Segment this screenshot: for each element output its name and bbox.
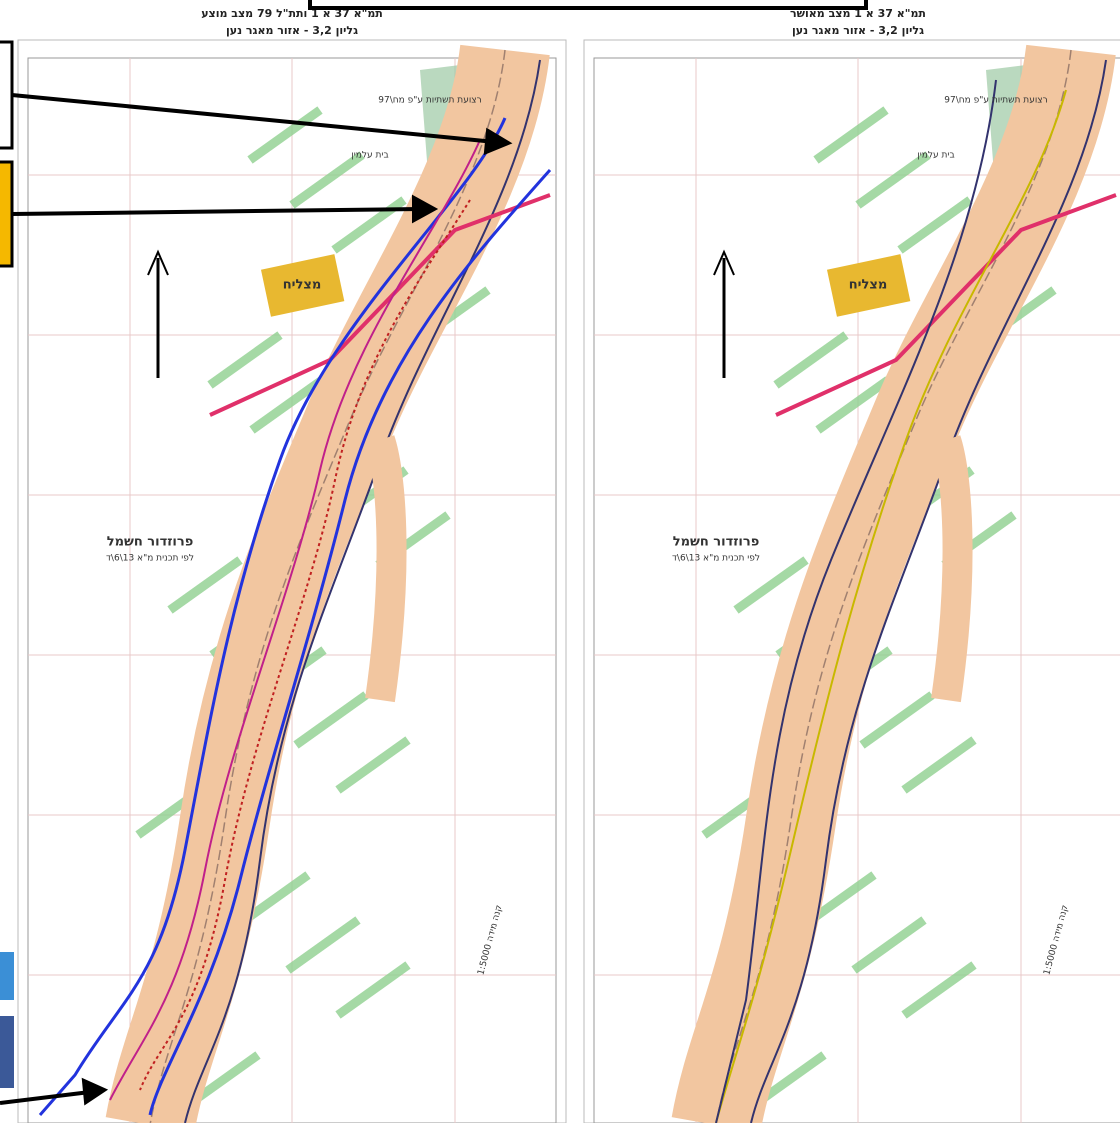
proposed-line [139, 199, 471, 1091]
approved-line [715, 79, 997, 1123]
hatch-line [901, 961, 977, 1019]
proposed-line [109, 139, 481, 1101]
hatch-line [167, 556, 243, 614]
settlement [826, 254, 911, 317]
map-panel: תמ"א 37 א 1 מצב מאושר גליון 3,2 - אזור מא… [583, 7, 1120, 1123]
hatch-line [733, 556, 809, 614]
callout-arrows [0, 93, 513, 1106]
red-road [775, 193, 1117, 417]
map-label: רצועת תשתיות ע"פ מח\97 [944, 96, 1047, 106]
arrow-head [412, 194, 439, 224]
side-tab [0, 952, 14, 1000]
callout-box [0, 160, 14, 268]
map-label: מצליח [849, 278, 888, 293]
proposed-boundary [148, 169, 552, 1116]
road [931, 435, 973, 703]
panels: תמ"א 37 א 1 ותת"ל 79 מצב מוצע גליון 3,2 -… [17, 7, 1120, 1123]
hatch-line [207, 331, 283, 389]
hatch-line [289, 151, 365, 209]
hatch-line [813, 106, 889, 164]
hatch-line [773, 331, 849, 389]
map-label: בית עלמין [351, 151, 388, 161]
hatch-line [249, 376, 325, 434]
hatch-line [335, 961, 411, 1019]
hatch-line [285, 916, 361, 974]
hatch-line [335, 736, 411, 794]
hatch-line [293, 691, 369, 749]
hatch-line [897, 196, 973, 254]
map-label: לפי תכנית מ"א 13\6\ד [106, 554, 194, 564]
hatch-line [855, 151, 931, 209]
panel-title: תמ"א 37 א 1 ותת"ל 79 מצב מוצע [201, 7, 383, 20]
side-tab [0, 1016, 14, 1088]
map-label: פרוזדור חשמל [673, 535, 760, 550]
north-arrow-head [147, 249, 169, 276]
road [365, 435, 407, 703]
panel-title: תמ"א 37 א 1 מצב מאושר [790, 7, 926, 20]
hatch-line [901, 736, 977, 794]
proposed-boundary [38, 117, 507, 1116]
panel-subtitle: גליון 3,2 - אזור מאגר נען [226, 24, 358, 37]
north-arrow-head [713, 249, 735, 276]
map-label: פרוזדור חשמל [107, 535, 194, 550]
road [750, 59, 1107, 1123]
hatch-line [815, 376, 891, 434]
callout-box [0, 40, 14, 150]
road [149, 49, 506, 1123]
map-label: מצליח [283, 278, 322, 293]
arrow [11, 93, 496, 144]
arrow [11, 207, 421, 216]
settlement [260, 254, 345, 317]
arrow-head [81, 1077, 109, 1106]
hatch-line [851, 916, 927, 974]
approved-line [715, 89, 1067, 1123]
map-label: רצועת תשתיות ע"פ מח\97 [378, 96, 481, 106]
hatch-line [247, 106, 323, 164]
road [184, 59, 541, 1123]
arrow [0, 1090, 91, 1105]
map-label: לפי תכנית מ"א 13\6\ד [672, 554, 760, 564]
panel-subtitle: גליון 3,2 - אזור מאגר נען [792, 24, 924, 37]
top-callout-box [308, 0, 868, 10]
map-label: בית עלמין [917, 151, 954, 161]
road [715, 49, 1072, 1123]
map-panel: תמ"א 37 א 1 ותת"ל 79 מצב מוצע גליון 3,2 -… [17, 7, 567, 1123]
hatch-line [859, 691, 935, 749]
arrow-head [483, 127, 513, 156]
